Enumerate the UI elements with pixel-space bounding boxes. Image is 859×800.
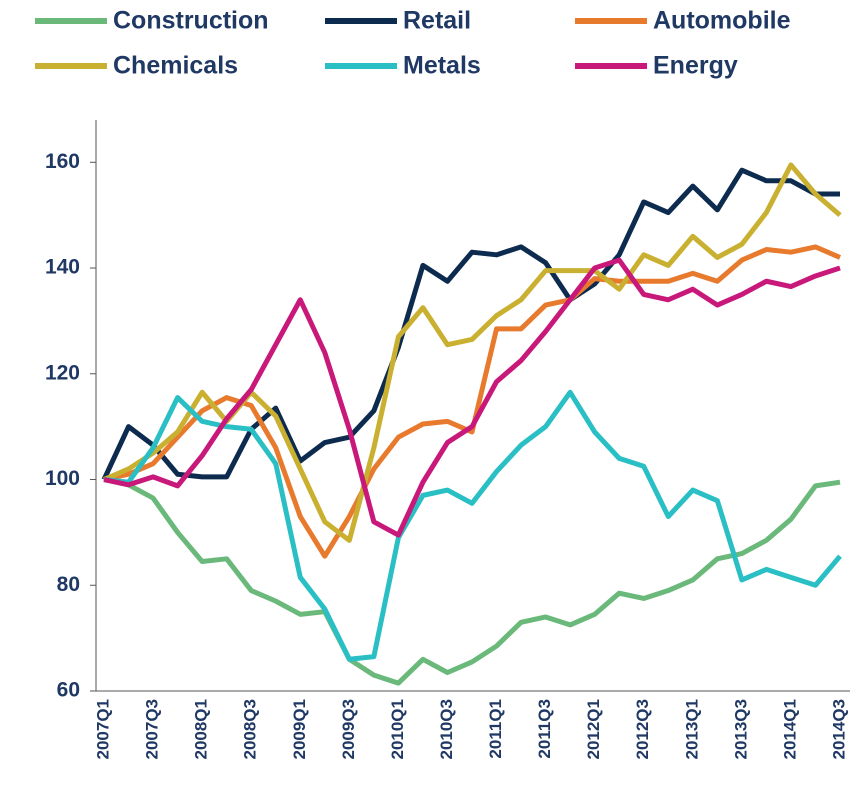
series-line xyxy=(103,477,841,686)
x-tick-label: 2011Q3 xyxy=(535,699,554,759)
legend-label: Construction xyxy=(113,7,269,35)
x-tick-label: 2012Q1 xyxy=(584,699,603,760)
legend-label: Automobile xyxy=(653,7,791,35)
x-tick-label: 2014Q1 xyxy=(780,699,799,760)
x-tick-label: 2010Q1 xyxy=(388,699,407,760)
y-tick-label: 60 xyxy=(57,679,80,702)
y-tick-label: 80 xyxy=(57,573,80,596)
x-tick-label: 2008Q3 xyxy=(241,699,260,760)
y-tick-label: 100 xyxy=(45,467,80,490)
x-tick-label: 2007Q1 xyxy=(93,699,112,760)
series-line xyxy=(103,389,842,662)
legend-label: Chemicals xyxy=(113,52,238,80)
series-line xyxy=(101,167,840,481)
x-tick-label: 2013Q3 xyxy=(731,699,750,760)
series-line xyxy=(103,257,841,538)
legend-label: Metals xyxy=(403,52,481,80)
series-line xyxy=(103,162,842,543)
x-tick-label: 2010Q3 xyxy=(437,699,456,760)
y-tick-label: 160 xyxy=(45,150,80,173)
x-tick-label: 2011Q1 xyxy=(486,699,505,759)
y-tick-label: 140 xyxy=(45,256,80,279)
x-tick-label: 2008Q1 xyxy=(192,699,211,760)
x-tick-label: 2013Q1 xyxy=(682,699,701,760)
x-tick-label: 2014Q3 xyxy=(829,699,848,760)
x-tick-label: 2009Q1 xyxy=(290,699,309,760)
x-tick-label: 2009Q3 xyxy=(339,699,358,760)
x-tick-label: 2007Q3 xyxy=(143,699,162,760)
legend-label: Energy xyxy=(653,52,738,80)
series-line xyxy=(103,244,841,559)
y-tick-label: 120 xyxy=(45,361,80,384)
legend-label: Retail xyxy=(403,7,471,35)
x-tick-label: 2012Q3 xyxy=(633,699,652,760)
